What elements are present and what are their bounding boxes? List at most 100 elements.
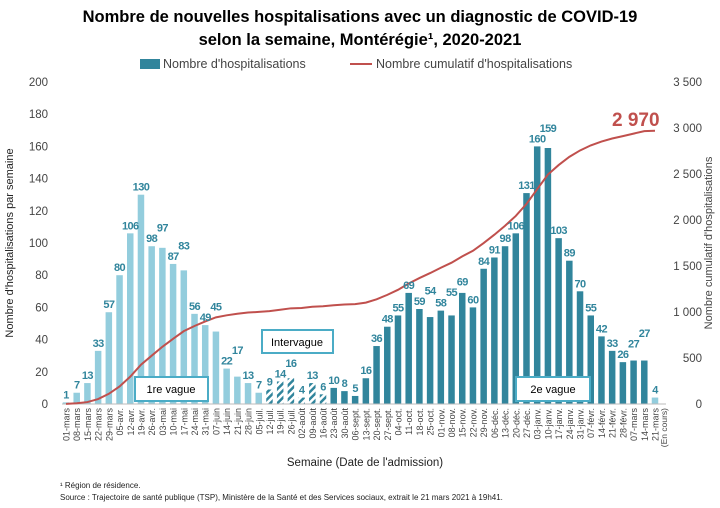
x-tick-label: 14-juin (222, 408, 232, 435)
chart-title-line1: Nombre de nouvelles hospitalisations ave… (83, 8, 638, 26)
bar (351, 395, 359, 404)
bar (234, 376, 241, 404)
bar-value-label: 27 (628, 339, 640, 351)
bar-value-label: 13 (82, 370, 94, 382)
bar (298, 397, 305, 404)
bar-value-label: 6 (320, 381, 326, 393)
x-tick-label: 22-nov. (468, 408, 478, 437)
bar-value-label: 13 (307, 370, 319, 382)
bar (587, 315, 594, 404)
bar-value-label: 14 (275, 368, 288, 380)
x-axis-label: Semaine (Date de l'admission) (287, 457, 443, 469)
bar (405, 292, 412, 404)
bar (105, 312, 113, 404)
bar-value-label: 103 (550, 225, 567, 237)
y-tick-label: 160 (29, 141, 48, 153)
bar-value-label: 60 (467, 294, 479, 306)
bar (480, 268, 487, 404)
x-tick-label: 03-mai (158, 408, 168, 436)
legend-bar-label: Nombre d'hospitalisations (163, 57, 306, 71)
y-tick-label: 80 (35, 270, 48, 282)
bar-value-label: 7 (74, 380, 80, 392)
bar-value-label: 98 (146, 233, 158, 245)
bar-value-label: 131 (518, 180, 535, 192)
bar (437, 310, 445, 404)
x-tick-label: 22-mars (94, 408, 104, 442)
intervague-label: Intervague (271, 337, 323, 349)
bar-value-label: 91 (489, 244, 501, 256)
x-tick-label: 28-févr. (618, 408, 628, 438)
bar-value-label: 69 (403, 280, 415, 292)
x-tick-note: (En cours) (659, 408, 669, 447)
bar (619, 362, 627, 404)
bar (523, 193, 530, 404)
x-tick-label: 10-janv. (543, 408, 553, 439)
x-tick-label: 26-juil. (286, 408, 296, 435)
bar (512, 233, 520, 404)
wave2-box (515, 376, 591, 402)
y-axis-label: Nombre d'hospitalisations par semaine (4, 148, 16, 337)
bar-value-label: 106 (508, 220, 525, 232)
x-tick-label: 31-janv. (576, 408, 586, 439)
y-tick-label: 20 (35, 367, 48, 379)
wave1-box (134, 376, 209, 402)
bar (641, 360, 648, 404)
x-tick-label: 01-nov. (436, 408, 446, 437)
bar (127, 233, 134, 404)
bar (458, 292, 466, 404)
legend-bar-swatch (140, 59, 160, 69)
bar-value-label: 55 (446, 287, 458, 299)
x-tick-label: 14-févr. (597, 408, 607, 438)
legend-line-label: Nombre cumulatif d'hospitalisations (376, 57, 572, 71)
bar-value-label: 159 (540, 123, 557, 135)
bar-value-label: 33 (93, 338, 105, 350)
x-tick-label: 27-déc. (522, 408, 532, 438)
x-tick-label: 08-nov. (447, 408, 457, 437)
x-tick-label: 21-févr. (608, 408, 618, 438)
bar (223, 368, 230, 404)
x-tick-label: 19-juil. (276, 408, 286, 435)
bar (266, 389, 273, 404)
x-tick-label: 16-août (319, 408, 329, 439)
x-tick-label: 05-avr. (115, 408, 125, 436)
bar (137, 194, 145, 404)
bar-value-label: 49 (200, 312, 212, 324)
bar (555, 238, 562, 404)
bar (651, 397, 659, 404)
bar (319, 394, 327, 404)
x-tick-label: 07-mars (629, 408, 639, 442)
bar (426, 317, 434, 404)
bar-value-label: 4 (299, 385, 306, 397)
x-tick-label: 07-févr. (586, 408, 596, 438)
bar (159, 247, 166, 404)
y-tick-label: 180 (29, 109, 48, 121)
x-tick-label: 27-sept. (383, 408, 393, 441)
legend: Nombre d'hospitalisations Nombre cumulat… (140, 57, 572, 71)
y2-tick-label: 2 000 (673, 215, 702, 227)
x-tick-label: 14-mars (640, 408, 650, 442)
bar-value-label: 80 (114, 262, 126, 274)
y2-axis-label: Nombre cumulatif d'hospitalisations (703, 156, 715, 329)
bar (608, 350, 616, 404)
bar-value-label: 7 (256, 380, 262, 392)
y2-tick-label: 3 500 (673, 77, 702, 89)
y2-tick-label: 500 (683, 353, 702, 365)
bar (544, 148, 552, 404)
bar-value-label: 8 (342, 378, 348, 390)
bar-value-label: 89 (564, 248, 576, 260)
bar-value-label: 55 (392, 302, 404, 314)
bar-value-label: 36 (371, 333, 383, 345)
x-tick-label: 20-déc. (511, 408, 521, 438)
bar-value-label: 48 (382, 314, 394, 326)
x-tick-label: 17-janv. (554, 408, 564, 439)
footnote-source: Source : Trajectoire de santé publique (… (60, 493, 503, 502)
bar (491, 257, 498, 404)
bar (148, 246, 155, 404)
bar (276, 381, 284, 404)
x-tick-label: 21-juin (233, 408, 243, 435)
y-tick-label: 140 (29, 174, 48, 186)
bar-value-label: 56 (189, 301, 201, 313)
bar-value-label: 70 (575, 278, 587, 290)
bar-value-label: 17 (232, 345, 244, 357)
x-tick-label: 07-juin (211, 408, 221, 435)
